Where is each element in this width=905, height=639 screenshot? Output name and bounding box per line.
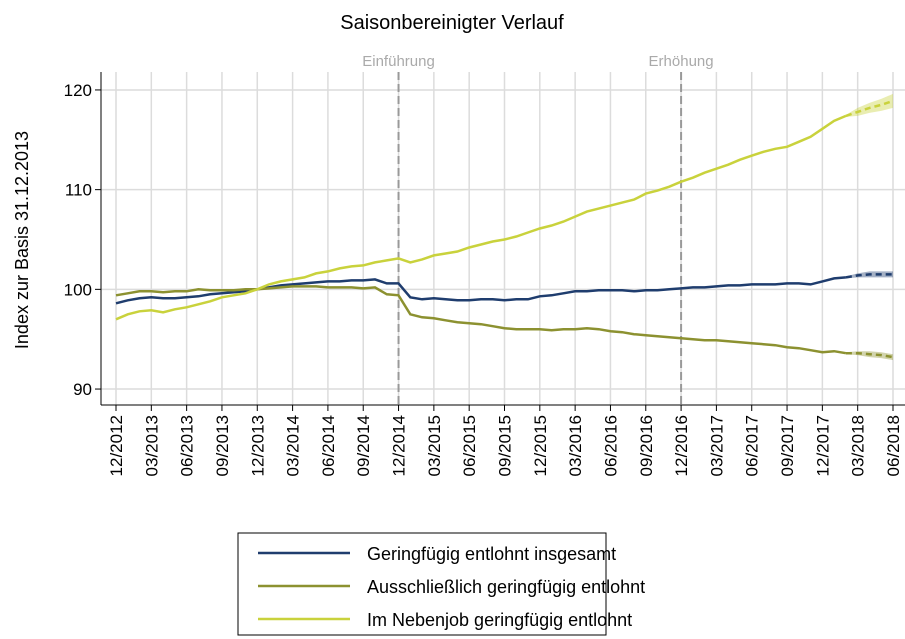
forecast-line: [845, 351, 894, 359]
series-line: [115, 276, 847, 305]
series-line: [115, 114, 847, 321]
x-tick-label: 09/2013: [213, 415, 232, 476]
x-tick-label: 12/2015: [531, 415, 550, 476]
event-label: Erhöhung: [649, 53, 714, 70]
x-tick-label: 12/2016: [672, 415, 691, 476]
x-tick-label: 06/2014: [319, 415, 338, 476]
event-label: Einführung: [362, 53, 435, 70]
x-tick-label: 03/2018: [849, 415, 868, 476]
x-tick-label: 06/2013: [178, 415, 197, 476]
x-tick-label: 09/2015: [496, 415, 515, 476]
x-tick-label: 12/2014: [390, 415, 409, 476]
x-tick-label: 03/2015: [425, 415, 444, 476]
x-tick-label: 09/2017: [778, 415, 797, 476]
y-tick-label: 100: [64, 280, 92, 299]
legend-label: Im Nebenjob geringfügig entlohnt: [367, 610, 632, 630]
x-tick-label: 12/2017: [813, 415, 832, 476]
x-tick-label: 06/2016: [601, 415, 620, 476]
y-axis-label: Index zur Basis 31.12.2013: [12, 131, 32, 349]
legend-label: Geringfügig entlohnt insgesamt: [367, 544, 616, 564]
x-tick-label: 09/2014: [354, 415, 373, 476]
x-tick-label: 12/2012: [107, 415, 126, 476]
forecast-line: [845, 273, 893, 279]
y-tick-label: 90: [73, 380, 92, 399]
y-tick-label: 120: [64, 81, 92, 100]
x-tick-label: 03/2013: [142, 415, 161, 476]
x-tick-label: 06/2017: [743, 415, 762, 476]
x-tick-label: 03/2016: [566, 415, 585, 476]
series-line: [115, 285, 847, 355]
chart-title: Saisonbereinigter Verlauf: [340, 12, 564, 34]
legend-label: Ausschließlich geringfügig entlohnt: [367, 577, 645, 597]
x-tick-label: 03/2017: [707, 415, 726, 476]
x-tick-label: 12/2013: [248, 415, 267, 476]
x-tick-label: 06/2015: [460, 415, 479, 476]
y-tick-label: 110: [65, 181, 92, 200]
forecast-line: [845, 99, 894, 118]
x-tick-label: 06/2018: [884, 415, 903, 476]
x-tick-label: 09/2016: [637, 415, 656, 476]
x-tick-label: 03/2014: [284, 415, 303, 476]
confidence-band: [845, 93, 893, 117]
